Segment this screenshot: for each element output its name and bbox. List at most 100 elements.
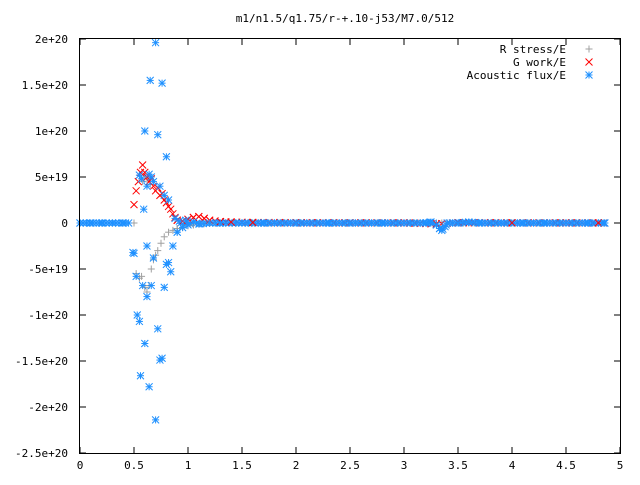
data-point	[138, 281, 147, 290]
data-point	[166, 205, 175, 214]
y-tick-label: 1e+20	[35, 125, 68, 138]
data-point	[157, 239, 165, 247]
data-point	[599, 219, 608, 227]
data-point	[147, 281, 156, 290]
data-point	[238, 219, 246, 227]
legend-label: R stress/E	[500, 43, 566, 56]
legend-label: Acoustic flux/E	[467, 69, 566, 82]
x-tick-label: 1.5	[232, 459, 252, 472]
data-point	[194, 220, 203, 228]
data-point	[259, 219, 268, 227]
x-tick-label: 0.5	[124, 459, 144, 472]
axes: 0 0.5 1 1.5 2 2.5 3 3.5 4 4.5 5 2e+20 1.5e+20 1e+20 5e…	[15, 33, 623, 472]
y-tick-label: -1.5e+20	[15, 355, 68, 368]
series-1	[130, 161, 603, 228]
y-tick-label: 2e+20	[35, 33, 68, 46]
data-point	[130, 249, 138, 258]
data-point	[135, 317, 144, 326]
x-tick-label: 3.5	[448, 459, 468, 472]
legend-marker	[585, 58, 593, 66]
legend-label: G work/E	[513, 56, 566, 69]
data-point	[151, 38, 160, 47]
data-point	[540, 219, 549, 227]
data-point	[149, 254, 158, 262]
data-point	[145, 382, 153, 391]
data-point	[139, 205, 148, 214]
series-0	[130, 173, 214, 296]
data-point	[132, 272, 141, 281]
series-trace	[76, 218, 609, 237]
y-tick-label: -2.5e+20	[15, 447, 68, 460]
x-tick-label: 2.5	[340, 459, 360, 472]
data-point	[132, 186, 141, 195]
data-point	[149, 177, 158, 186]
data-point	[173, 228, 182, 237]
data-point	[427, 218, 435, 226]
data-point	[143, 182, 151, 191]
data-point	[165, 228, 173, 236]
data-point	[158, 354, 166, 363]
y-tick-label: 5e+19	[35, 171, 68, 184]
data-point	[137, 174, 146, 183]
x-tick-label: 4	[509, 459, 516, 472]
data-point	[292, 219, 300, 227]
data-point	[454, 219, 462, 227]
x-tick-label: 3	[401, 459, 408, 472]
x-tick-label: 4.5	[556, 459, 576, 472]
chart-title: m1/n1.5/q1.75/r-+.10-j53/M7.0/512	[236, 12, 455, 25]
data-point	[160, 233, 168, 241]
data-point	[583, 219, 592, 227]
plot-area	[76, 38, 609, 424]
data-point	[153, 324, 162, 333]
data-point	[140, 339, 149, 348]
y-tick-label: -5e+19	[28, 263, 68, 276]
data-point	[346, 219, 354, 227]
data-point	[147, 265, 155, 273]
data-point	[378, 219, 387, 227]
x-tick-label: 2	[293, 459, 300, 472]
data-point	[133, 311, 142, 319]
legend-marker	[585, 45, 593, 53]
data-point	[169, 242, 177, 250]
data-point	[189, 218, 198, 226]
data-point	[164, 196, 173, 204]
data-point	[154, 247, 162, 255]
y-tick-label: -1e+20	[28, 309, 68, 322]
data-point	[175, 217, 184, 226]
data-point	[130, 200, 138, 209]
data-point	[151, 416, 160, 424]
plot-frame	[79, 38, 621, 454]
data-point	[162, 152, 171, 161]
y-tick-label: -2e+20	[28, 401, 68, 414]
data-point	[164, 258, 173, 267]
x-tick-label: 5	[617, 459, 624, 472]
data-point	[156, 182, 164, 191]
data-point	[497, 219, 506, 227]
data-point	[248, 218, 257, 227]
data-point	[166, 267, 175, 276]
data-point	[205, 219, 214, 227]
y-tick-label: 1.5e+20	[22, 79, 68, 92]
data-point	[464, 218, 473, 226]
data-point	[562, 219, 570, 227]
data-point	[160, 283, 169, 292]
data-point	[146, 76, 155, 85]
data-point	[86, 219, 95, 227]
data-point	[143, 292, 151, 301]
data-point	[216, 219, 225, 227]
data-point	[400, 219, 408, 227]
legend-marker	[585, 71, 593, 79]
data-point	[443, 219, 452, 227]
x-tick-label: 0	[77, 459, 84, 472]
data-point	[158, 79, 166, 88]
data-point	[108, 219, 117, 227]
y-tick-label: 0	[61, 217, 68, 230]
x-tick-label: 1	[185, 459, 192, 472]
data-point	[97, 219, 106, 227]
data-point	[124, 219, 133, 227]
data-point	[136, 371, 145, 380]
data-point	[153, 130, 162, 139]
data-point	[508, 218, 516, 227]
